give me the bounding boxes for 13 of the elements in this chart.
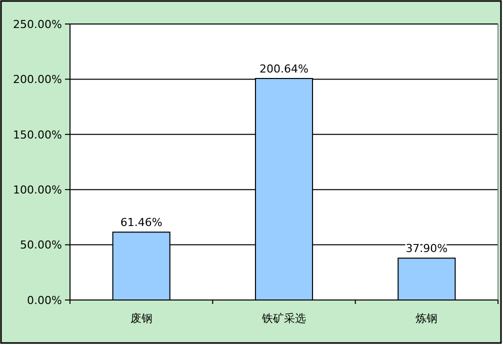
y-tick-label: 150.00% [13, 128, 62, 142]
y-tick-label: 100.00% [13, 183, 62, 196]
x-tick-label: 废钢 [130, 312, 152, 325]
y-tick-label: 0.00% [27, 294, 62, 307]
bar [398, 258, 456, 300]
y-tick-label: 200.00% [13, 73, 62, 86]
x-tick-label: 铁矿采选 [261, 312, 306, 325]
data-label: 200.64% [260, 62, 308, 76]
data-label: 61.46% [120, 216, 162, 230]
x-tick-label: 炼钢 [416, 312, 438, 325]
data-label: 37.90% [406, 242, 448, 256]
y-tick-label: 50.00% [20, 238, 62, 252]
y-tick-label: 250.00% [13, 18, 62, 31]
